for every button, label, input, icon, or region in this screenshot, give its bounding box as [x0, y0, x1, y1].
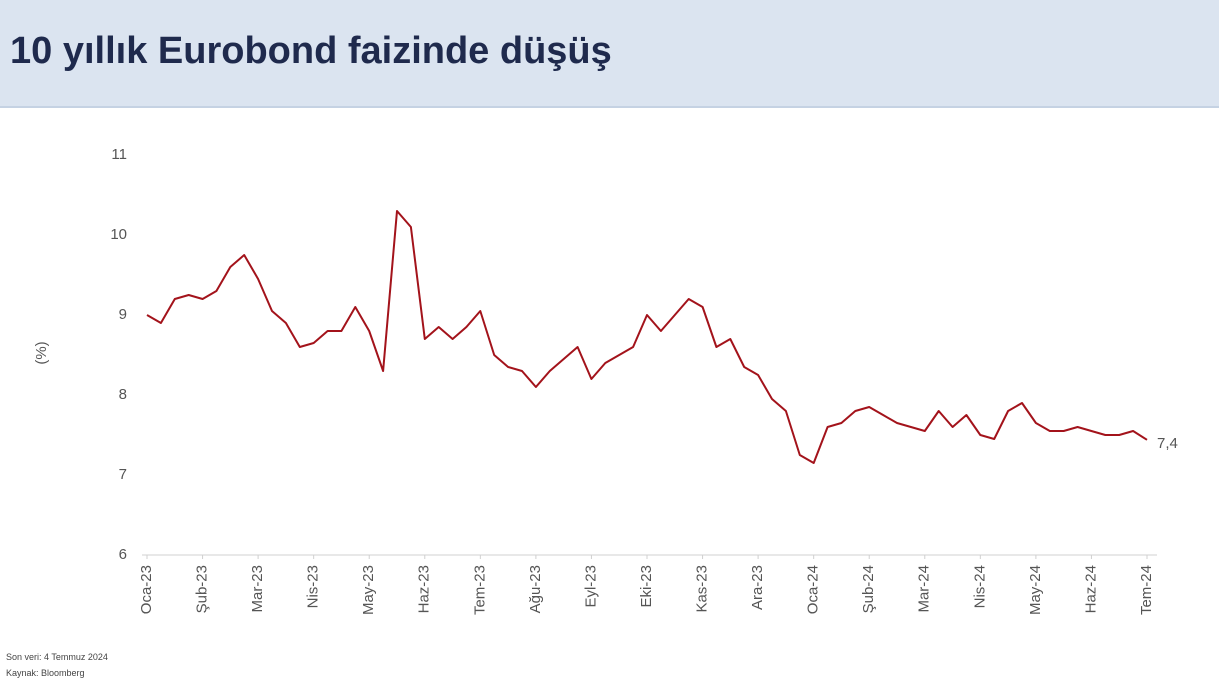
x-tick-label: Oca-24	[805, 565, 822, 614]
y-tick-label: 11	[111, 146, 127, 163]
x-tick-label: Ağu-23	[527, 565, 544, 613]
x-tick-label: Tem-24	[1138, 565, 1155, 615]
y-tick-label: 9	[119, 306, 127, 323]
y-tick-label: 6	[119, 546, 127, 563]
y-axis-label: (%)	[33, 341, 50, 364]
x-tick-label: Haz-24	[1082, 565, 1099, 613]
note: Son veri: 4 Temmuz 2024	[6, 652, 108, 662]
x-tick-label: Eyl-23	[582, 565, 599, 608]
y-tick-label: 10	[110, 226, 127, 243]
x-tick-label: Tem-23	[471, 565, 488, 615]
x-tick-label: Oca-23	[138, 565, 155, 614]
line	[146, 210, 1148, 464]
x-tick-label: Mar-23	[249, 565, 266, 613]
x-tick-label: Mar-24	[916, 565, 933, 613]
x-tick-label: Kas-23	[694, 565, 711, 613]
end-label: 7,4	[1157, 435, 1178, 452]
x-tick-label: Haz-23	[416, 565, 433, 613]
x-tick-label: Ara-23	[749, 565, 766, 610]
x-tick-label: Nis-23	[305, 565, 322, 608]
y-tick-label: 8	[119, 386, 127, 403]
x-tick-label: Eki-23	[638, 565, 655, 608]
y-tick-label: 7	[119, 466, 127, 483]
x-tick-label: May-23	[360, 565, 377, 615]
x-tick-label: Nis-24	[971, 565, 988, 608]
x-tick-label: May-24	[1027, 565, 1044, 615]
title-bar: 10 yıllık Eurobond faizinde düşüş	[0, 0, 1219, 108]
x-tick-label: Şub-24	[860, 565, 877, 613]
x-tick-label: Şub-23	[194, 565, 211, 613]
note: Kaynak: Bloomberg	[6, 668, 85, 678]
chart-title: 10 yıllık Eurobond faizinde düşüş	[10, 30, 612, 72]
